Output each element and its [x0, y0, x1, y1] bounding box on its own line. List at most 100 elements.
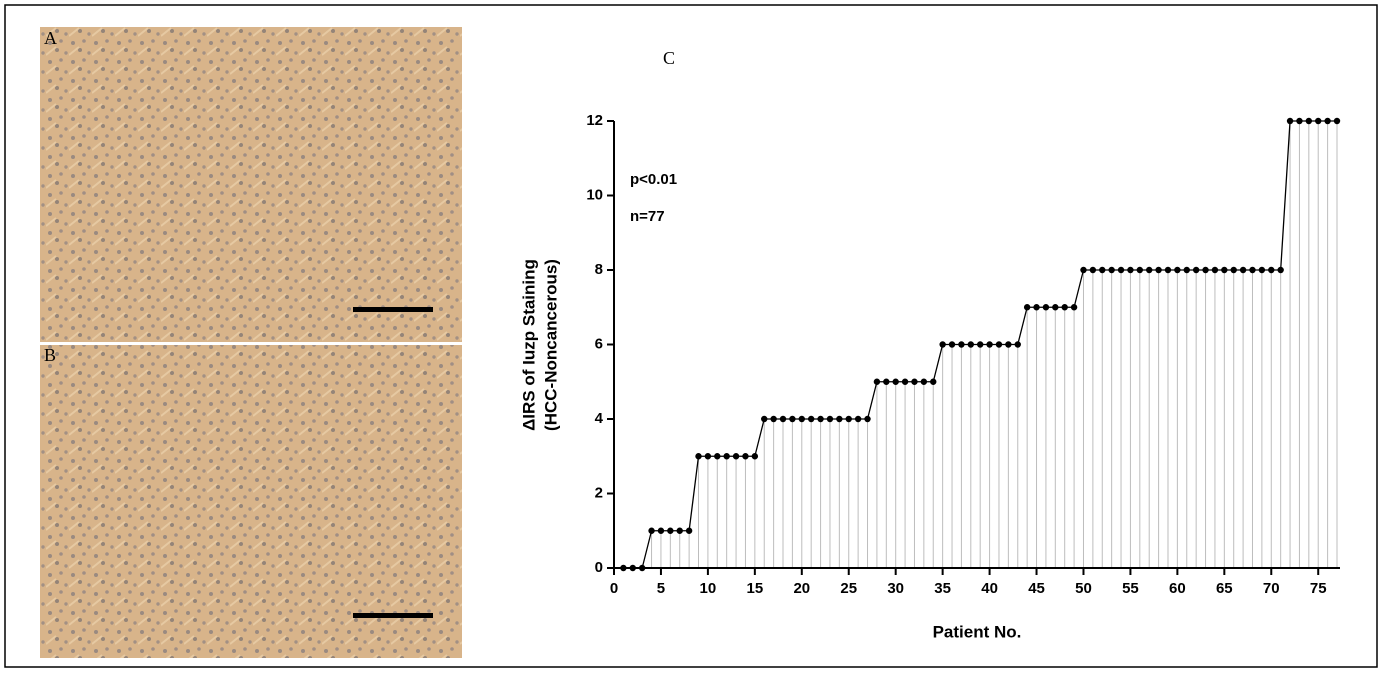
data-point — [704, 453, 712, 460]
x-tick-label: 25 — [840, 580, 857, 597]
x-tick-label: 10 — [700, 580, 717, 597]
data-point — [1230, 266, 1237, 274]
data-point — [1070, 304, 1078, 311]
data-point — [1239, 266, 1247, 274]
data-point — [1127, 266, 1134, 274]
annotation: n=77 — [630, 208, 665, 225]
data-point — [948, 341, 956, 348]
x-tick-label: 65 — [1216, 580, 1233, 597]
panel-label: A — [44, 28, 57, 48]
data-point — [732, 453, 740, 460]
data-point — [995, 341, 1003, 348]
data-point — [1146, 266, 1153, 274]
data-point — [986, 341, 993, 348]
data-point — [751, 453, 759, 460]
data-point — [1315, 117, 1322, 125]
y-tick-label: 6 — [595, 335, 603, 352]
y-tick-label: 0 — [595, 559, 603, 576]
data-point — [883, 378, 890, 385]
x-tick-label: 5 — [657, 580, 665, 597]
annotation: p<0.01 — [630, 171, 677, 188]
data-point — [920, 378, 928, 385]
data-point — [779, 415, 787, 423]
x-axis-label: Patient No. — [933, 622, 1022, 641]
data-point — [1324, 117, 1331, 125]
data-point — [1333, 117, 1341, 125]
data-point — [1023, 304, 1031, 311]
data-point — [892, 378, 899, 385]
x-tick-label: 0 — [610, 580, 618, 597]
x-tick-label: 40 — [981, 580, 998, 597]
data-point — [836, 415, 843, 423]
scale-bar — [353, 307, 433, 312]
data-point — [873, 378, 881, 385]
data-point — [667, 527, 674, 534]
data-point — [939, 341, 946, 348]
data-point — [1061, 304, 1068, 311]
data-point — [1249, 266, 1256, 274]
data-point — [1296, 117, 1303, 125]
data-point — [723, 453, 730, 460]
x-tick-label: 20 — [793, 580, 810, 597]
panel-label: B — [44, 345, 56, 365]
data-point — [911, 378, 918, 385]
data-point — [1174, 266, 1181, 274]
data-point — [1089, 266, 1097, 274]
data-point — [864, 415, 871, 423]
data-point — [967, 341, 975, 348]
data-point — [1005, 341, 1012, 348]
y-tick-label: 12 — [586, 112, 603, 129]
data-point — [976, 341, 984, 348]
micrograph-b — [40, 345, 462, 658]
data-point — [761, 415, 768, 423]
y-tick-label: 8 — [595, 261, 603, 278]
data-point — [901, 378, 909, 385]
data-point — [1192, 266, 1200, 274]
y-axis-label: (HCC-Noncancerous) — [541, 259, 560, 431]
data-point — [1033, 304, 1040, 311]
x-tick-label: 30 — [887, 580, 904, 597]
data-point — [648, 527, 655, 534]
y-tick-label: 2 — [595, 484, 603, 501]
scale-bar — [353, 613, 433, 618]
data-point — [1211, 266, 1219, 274]
data-point — [854, 415, 862, 423]
x-tick-label: 60 — [1169, 580, 1186, 597]
data-point — [1268, 266, 1275, 274]
data-point — [1155, 266, 1162, 274]
data-point — [770, 415, 777, 423]
x-tick-label: 45 — [1028, 580, 1045, 597]
data-point — [1108, 266, 1115, 274]
data-point — [798, 415, 805, 423]
data-point — [930, 378, 937, 385]
micrograph-a — [40, 27, 462, 342]
data-point — [685, 527, 693, 534]
data-point — [817, 415, 824, 423]
data-point — [1136, 266, 1144, 274]
data-point — [845, 415, 852, 423]
data-point — [1164, 266, 1172, 274]
x-tick-label: 55 — [1122, 580, 1139, 597]
data-point — [1099, 266, 1106, 274]
y-axis-label: ΔIRS of Iuzp Staining — [519, 259, 538, 431]
data-point — [1080, 266, 1087, 274]
data-point — [789, 415, 796, 423]
data-point — [1183, 266, 1190, 274]
x-tick-label: 50 — [1075, 580, 1092, 597]
data-point — [1305, 117, 1313, 125]
data-point — [1286, 117, 1294, 125]
data-point — [1042, 304, 1050, 311]
x-tick-label: 15 — [747, 580, 764, 597]
y-tick-label: 10 — [586, 186, 603, 203]
data-point — [742, 453, 749, 460]
data-point — [1202, 266, 1209, 274]
data-point — [695, 453, 702, 460]
data-point — [1014, 341, 1021, 348]
y-tick-label: 4 — [595, 410, 604, 427]
data-point — [1258, 266, 1266, 274]
data-point — [657, 527, 665, 534]
data-point — [714, 453, 721, 460]
frame — [4, 4, 1378, 668]
data-point — [958, 341, 965, 348]
